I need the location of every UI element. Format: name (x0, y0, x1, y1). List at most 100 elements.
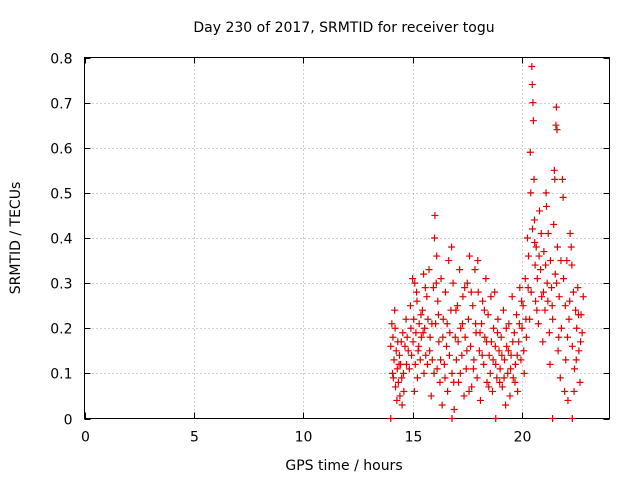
data-point (490, 324, 498, 332)
data-point (514, 387, 522, 395)
data-point (574, 311, 582, 319)
data-point (415, 342, 423, 350)
data-point (401, 342, 409, 350)
data-point (478, 320, 486, 328)
data-point (573, 324, 581, 332)
data-point (511, 378, 519, 386)
data-point (419, 329, 427, 337)
data-point (496, 378, 504, 386)
data-point (542, 261, 550, 269)
data-point (466, 252, 473, 260)
x-tick-label: 0 (81, 430, 90, 446)
data-point (418, 306, 426, 314)
data-point (561, 387, 569, 395)
data-point (491, 342, 499, 350)
data-point (460, 392, 468, 400)
data-point (467, 342, 475, 350)
data-point (389, 333, 397, 341)
data-point (507, 351, 515, 359)
data-point (390, 356, 398, 364)
data-point (560, 275, 568, 283)
data-point (479, 297, 487, 305)
data-point (436, 378, 444, 386)
data-point (517, 356, 525, 364)
data-point (439, 315, 447, 323)
data-point (541, 306, 549, 314)
data-point (400, 387, 408, 395)
data-point (535, 252, 543, 260)
chart-title: Day 230 of 2017, SRMTID for receiver tog… (193, 20, 494, 36)
data-point (409, 338, 417, 346)
data-point (568, 261, 576, 269)
data-point (449, 279, 457, 287)
data-point (489, 356, 497, 364)
data-point (433, 252, 441, 260)
data-point (492, 360, 500, 368)
data-point (494, 315, 502, 323)
data-point (456, 369, 464, 377)
data-point (482, 275, 490, 283)
data-point (562, 356, 570, 364)
data-point (504, 369, 512, 377)
data-point (510, 329, 518, 337)
data-point (492, 415, 500, 422)
data-point (452, 356, 460, 364)
data-point (446, 329, 454, 337)
data-point (513, 351, 521, 359)
data-point (402, 315, 410, 323)
data-point (448, 415, 456, 422)
data-point (399, 329, 407, 337)
data-point (423, 293, 431, 301)
data-point (472, 320, 480, 328)
data-point (488, 387, 496, 395)
data-point (426, 347, 434, 355)
grid-lines (84, 57, 610, 419)
data-point (549, 415, 557, 422)
data-point (420, 369, 428, 377)
data-point (546, 360, 554, 368)
data-point (411, 279, 419, 287)
data-point (405, 365, 413, 373)
data-point (398, 401, 406, 409)
data-point (548, 284, 556, 292)
data-point (473, 374, 481, 382)
data-point (441, 374, 449, 382)
axis-ticks: 0 5 10 15 20 0 0.1 0.2 0.3 0.4 0.5 0.6 0.7 0.8 (50, 52, 610, 446)
data-point (569, 288, 577, 296)
data-point (396, 392, 404, 400)
data-point (527, 189, 535, 197)
data-point (558, 175, 566, 183)
data-point (465, 387, 473, 395)
data-point (548, 302, 556, 310)
data-point (533, 275, 541, 283)
data-point (462, 365, 470, 373)
data-point (550, 166, 558, 174)
data-point (469, 302, 477, 310)
data-point (551, 175, 559, 183)
data-point (529, 117, 537, 125)
y-tick-label: 0.7 (50, 97, 72, 113)
data-point (444, 387, 452, 395)
data-point (409, 275, 417, 283)
data-point (463, 347, 471, 355)
data-point (441, 288, 449, 296)
data-point (565, 315, 573, 323)
data-point (432, 279, 440, 287)
data-point (443, 320, 451, 328)
data-point (509, 338, 517, 346)
data-point (397, 338, 405, 346)
data-point (513, 311, 521, 319)
data-point (509, 374, 517, 382)
data-point (496, 365, 504, 373)
data-point (403, 333, 411, 341)
data-point (503, 342, 511, 350)
data-point (389, 374, 397, 382)
data-point (478, 351, 486, 359)
data-point (454, 338, 462, 346)
data-point (554, 347, 562, 355)
data-point (553, 126, 561, 134)
data-point (529, 99, 537, 107)
data-point (567, 243, 575, 251)
data-point (551, 270, 559, 278)
